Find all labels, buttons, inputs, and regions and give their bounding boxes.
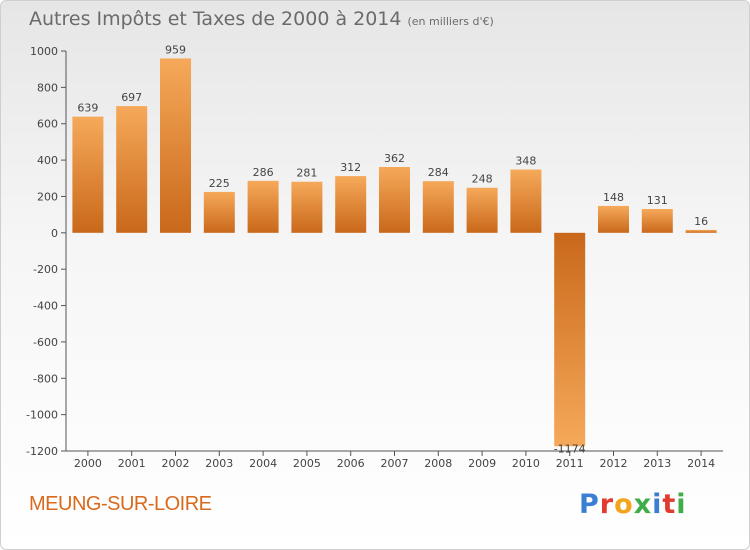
x-tick-label-2000: 2000 — [74, 457, 102, 470]
x-tick-label-2005: 2005 — [293, 457, 321, 470]
bar-2001 — [116, 106, 148, 233]
logo-letter: i — [676, 489, 687, 520]
bar-2012 — [598, 205, 629, 233]
y-tick-label: -600 — [33, 336, 58, 349]
logo-letter: i — [652, 489, 663, 520]
y-tick-label: -800 — [33, 372, 58, 385]
y-tick-label: 600 — [37, 118, 58, 131]
bars — [72, 58, 717, 447]
bar-2011 — [554, 232, 586, 447]
logo-letter: r — [599, 489, 615, 520]
y-tick-label: -1000 — [26, 409, 58, 422]
chart-title: Autres Impôts et Taxes de 2000 à 2014 (en… — [29, 8, 494, 30]
bar-2005 — [291, 181, 323, 233]
value-label-2003: 225 — [209, 177, 230, 190]
y-tick-label: 400 — [37, 154, 58, 167]
bar-2002 — [160, 58, 191, 233]
y-tick-label: -1200 — [26, 445, 58, 458]
proxiti-logo: Proxiti — [579, 489, 687, 520]
x-tick-label-2011: 2011 — [556, 457, 584, 470]
x-tick-label-2010: 2010 — [512, 457, 540, 470]
bar-2009 — [466, 187, 498, 233]
y-tick-label: 1000 — [30, 45, 58, 58]
bar-2008 — [422, 181, 454, 233]
value-label-2008: 284 — [428, 166, 449, 179]
bar-2000 — [72, 116, 104, 233]
logo-letter: o — [614, 489, 634, 520]
y-tick-label: 0 — [51, 227, 58, 240]
bar-2003 — [203, 191, 235, 233]
value-label-2002: 959 — [165, 43, 186, 56]
x-tick-label-2013: 2013 — [643, 457, 671, 470]
town-name: MEUNG-SUR-LOIRE — [29, 493, 212, 515]
bar-2014 — [685, 229, 717, 233]
value-label-2010: 348 — [515, 155, 536, 168]
value-label-2009: 248 — [472, 173, 493, 186]
value-label-2004: 286 — [253, 166, 274, 179]
value-label-2005: 281 — [296, 167, 317, 180]
x-axis: 2000 2001 2002 2003 2004 2005 2006 2007 2008 2009… — [66, 450, 723, 470]
logo-letter: x — [633, 489, 653, 520]
x-tick-label-2001: 2001 — [118, 457, 146, 470]
x-tick-label-2009: 2009 — [468, 457, 496, 470]
bar-2007 — [379, 167, 410, 233]
x-tick-label-2007: 2007 — [381, 457, 409, 470]
chart-title-text: Autres Impôts et Taxes de 2000 à 2014 — [29, 8, 402, 30]
value-label-2006: 312 — [340, 161, 361, 174]
x-tick-label-2003: 2003 — [205, 457, 233, 470]
y-tick-label: 200 — [37, 190, 58, 203]
y-tick-label: 800 — [37, 81, 58, 94]
x-tick-label-2014: 2014 — [687, 457, 715, 470]
x-tick-label-2008: 2008 — [424, 457, 452, 470]
logo-letter: t — [662, 489, 677, 520]
value-label-2012: 148 — [603, 191, 624, 204]
value-label-2000: 639 — [77, 102, 98, 115]
bar-2013 — [641, 209, 673, 233]
y-tick-label: -200 — [33, 263, 58, 276]
x-tick-label-2012: 2012 — [600, 457, 628, 470]
bar-2006 — [335, 176, 367, 233]
value-label-2007: 362 — [384, 152, 405, 165]
value-label-2014: 16 — [694, 215, 708, 228]
bar-2010 — [510, 169, 542, 233]
data-labels: 639 697 959 225 286 281 312 362 284 248 348 -1174 14… — [77, 43, 708, 455]
bar-2004 — [247, 180, 279, 233]
x-tick-label-2002: 2002 — [162, 457, 190, 470]
chart-unit: (en milliers d'€) — [407, 15, 494, 28]
y-axis: 1000 800 600 400 200 0 -200 -400 -600 -800 -1000 -1… — [26, 45, 67, 458]
value-label-2011: -1174 — [554, 442, 586, 455]
x-tick-label-2004: 2004 — [249, 457, 277, 470]
logo-letter: P — [579, 489, 600, 520]
value-label-2013: 131 — [647, 194, 668, 207]
value-label-2001: 697 — [121, 91, 142, 104]
y-tick-label: -400 — [33, 300, 58, 313]
x-tick-label-2006: 2006 — [337, 457, 365, 470]
